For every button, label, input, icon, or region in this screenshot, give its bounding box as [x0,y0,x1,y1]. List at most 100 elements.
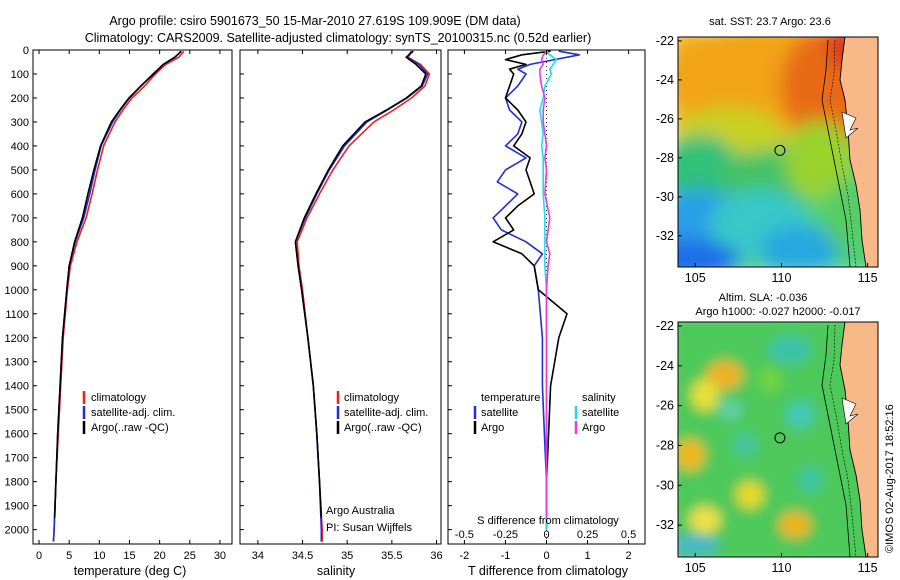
map-y-tick-label: -22 [656,319,674,333]
x-tick-label: -2 [460,550,470,562]
y-tick-label: 300 [11,117,29,129]
series-line-argo-raw-qc- [53,50,182,518]
sla-map: Altim. SLA: -0.036 Argo h1000: -0.027 h2… [656,292,879,575]
series-line-t-satellite [492,50,581,530]
y-tick-label: 800 [11,237,29,249]
map-x-tick-label: 115 [858,271,878,285]
x-tick-label: 5 [66,550,72,562]
y-tick-label: 1800 [5,477,29,489]
sst-map-frame [677,36,879,268]
map-x-tick-label: 115 [858,561,878,575]
y-tick-label: 1500 [5,405,29,417]
x-tick-label: 20 [154,550,166,562]
y-tick-label: 1300 [5,357,29,369]
shelf-contour-2000m [829,39,857,267]
x-tick-label: 0 [543,550,549,562]
temperature-axes-box [32,49,233,545]
x-tick-label: 35.5 [381,550,402,562]
map-y-tick-label: -32 [656,518,674,532]
legend-salinity-title: salinity [582,392,616,404]
map-y-tick-label: -30 [656,190,674,204]
australia-coast-outline [839,37,867,267]
sla-map-x-ticks: 105 110 115 [685,553,878,575]
x-tick-label: 36 [430,550,442,562]
sla-map-frame [677,321,879,558]
s-tick-label: -0.5 [455,529,474,541]
s-difference-label: S difference from climatology [477,515,619,527]
sla-map-title-2: Argo h1000: -0.027 h2000: -0.017 [695,306,860,318]
x-tick-label: 0 [36,550,42,562]
argo-australia-label: Argo Australia [326,505,395,517]
difference-legend: temperature satellite Argo salinity sate… [473,392,619,434]
depth-y-ticks: 0 100 200 300 400 500 600 700 800 900 1000 1100 1200… [5,45,37,537]
y-tick-label: 2000 [5,525,29,537]
difference-series [492,50,581,530]
y-tick-label: 1000 [5,285,29,297]
series-line-s-argo [539,50,551,518]
map-y-tick-label: -28 [656,438,674,452]
legend-climatology: climatology [344,392,400,404]
legend-temperature-title: temperature [481,392,540,404]
salinity-series [294,50,431,542]
y-tick-label: 200 [11,93,29,105]
s-tick-label: 0.25 [577,529,598,541]
legend-satellite: satellite-adj. clim. [91,407,175,419]
legend-s-satellite: satellite [582,407,619,419]
x-tick-label: 25 [184,550,196,562]
argo-position-marker [774,144,786,156]
sst-map: sat. SST: 23.7 Argo: 23.6 [656,16,879,285]
t-difference-x-label: T difference from climatology [468,564,629,578]
s-tick-label: 0 [543,529,549,541]
sla-map-y-ticks: -22 -24 -26 -28 -30 -32 [656,319,682,532]
y-tick-label: 1600 [5,429,29,441]
shelf-contour-1000m [821,324,851,557]
map-x-tick-label: 105 [685,271,706,285]
pi-label: PI: Susan Wijffels [326,522,412,534]
title-line-1: Argo profile: csiro 5901673_50 15-Mar-20… [109,14,520,28]
argo-position-marker [774,432,786,444]
y-tick-label: 700 [11,213,29,225]
map-y-tick-label: -26 [656,399,674,413]
map-y-tick-label: -24 [656,359,674,373]
y-tick-label: 0 [23,45,29,57]
x-tick-label: 34 [252,550,264,562]
salinity-axes-box [239,49,442,545]
s-tick-label: -0.25 [493,529,518,541]
sla-map-title-1: Altim. SLA: -0.036 [719,292,808,304]
sst-map-title: sat. SST: 23.7 Argo: 23.6 [709,16,831,28]
map-x-tick-label: 110 [771,271,791,285]
temperature-x-label: temperature (deg C) [74,564,187,578]
legend-t-satellite: satellite [481,407,518,419]
y-tick-label: 400 [11,141,29,153]
map-x-tick-label: 110 [771,561,791,575]
australia-coastline [840,322,878,557]
temperature-x-ticks: 0 5 10 15 20 25 30 [36,50,226,562]
salinity-panel: 34 34.5 35 35.5 36 salinity climatology sate… [239,49,443,578]
legend-argo: Argo(..raw -QC) [344,422,422,434]
salinity-legend: climatology satellite-adj. clim. Argo(..… [336,391,428,434]
salinity-x-ticks: 34 34.5 35 35.5 36 [240,49,443,562]
shark-bay [841,111,859,139]
series-line-satellite-adj-clim- [52,50,182,542]
map-x-tick-label: 105 [685,561,706,575]
map-y-tick-label: -30 [656,478,674,492]
legend-s-argo: Argo [582,422,605,434]
temperature-series [52,50,185,542]
y-tick-label: 1700 [5,453,29,465]
y-tick-label: 500 [11,165,29,177]
y-tick-label: 1200 [5,333,29,345]
map-y-tick-label: -22 [656,34,674,48]
imos-credit: ©IMOS 02-Aug-2017 18:52:16 [884,404,896,553]
s-tick-label: 0.5 [621,529,636,541]
x-tick-label: 10 [93,550,105,562]
x-tick-label: 15 [123,550,135,562]
x-tick-label: 1 [584,550,590,562]
difference-panel: -2 -1 0 1 2 -0.5 -0.25 0 0.25 0.5 S difference f… [447,49,646,578]
series-line-climatology [52,50,185,542]
legend-t-argo: Argo [481,422,504,434]
legend-argo: Argo(..raw -QC) [91,422,169,434]
y-tick-label: 100 [11,69,29,81]
x-tick-label: 30 [214,550,226,562]
x-tick-label: 2 [626,550,632,562]
